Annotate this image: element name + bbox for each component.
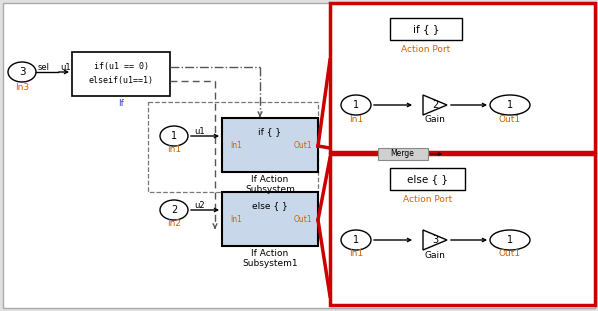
Text: In1: In1 [167,146,181,155]
Text: 2: 2 [432,100,438,110]
Text: u1: u1 [195,128,205,137]
Text: Action Port: Action Port [403,194,452,203]
Text: 1: 1 [353,235,359,245]
Text: if { }: if { } [413,24,440,34]
Text: u1: u1 [60,63,71,72]
FancyBboxPatch shape [390,18,462,40]
Text: 1: 1 [507,100,513,110]
Text: If Action: If Action [251,249,289,258]
FancyBboxPatch shape [378,148,428,160]
Text: If: If [118,100,124,109]
Text: In1: In1 [349,249,363,258]
Ellipse shape [341,95,371,115]
FancyBboxPatch shape [3,3,595,308]
FancyBboxPatch shape [390,168,465,190]
Text: Out1: Out1 [294,216,312,225]
Polygon shape [423,95,447,115]
FancyBboxPatch shape [72,52,170,96]
Text: If Action: If Action [251,175,289,184]
Text: Merge: Merge [390,150,414,159]
FancyBboxPatch shape [330,3,595,152]
Text: else { }: else { } [252,202,288,211]
Text: In2: In2 [167,220,181,229]
Ellipse shape [8,62,36,82]
Ellipse shape [490,230,530,250]
FancyBboxPatch shape [330,154,595,305]
Text: if { }: if { } [258,128,282,137]
Text: 3: 3 [19,67,25,77]
Polygon shape [423,230,447,250]
Text: In1: In1 [230,216,242,225]
Text: In3: In3 [15,82,29,91]
Text: 1: 1 [353,100,359,110]
Ellipse shape [160,126,188,146]
Ellipse shape [160,200,188,220]
Text: In1: In1 [230,142,242,151]
Text: u2: u2 [195,202,205,211]
Text: if(u1 == 0): if(u1 == 0) [93,63,148,72]
Text: Gain: Gain [425,250,446,259]
Text: In1: In1 [349,114,363,123]
Text: 1: 1 [507,235,513,245]
Text: Out1: Out1 [499,114,521,123]
Text: elseif(u1==1): elseif(u1==1) [89,77,154,86]
Text: sel: sel [38,63,50,72]
Text: Out1: Out1 [294,142,312,151]
Text: 3: 3 [432,235,438,245]
Text: Gain: Gain [425,115,446,124]
Text: Subsystem: Subsystem [245,184,295,193]
Text: 1: 1 [171,131,177,141]
Text: Subsystem1: Subsystem1 [242,258,298,267]
Text: Out1: Out1 [499,249,521,258]
Text: else { }: else { } [407,174,448,184]
FancyBboxPatch shape [222,192,318,246]
FancyBboxPatch shape [222,118,318,172]
Text: Action Port: Action Port [401,44,451,53]
Ellipse shape [490,95,530,115]
Ellipse shape [341,230,371,250]
Text: 2: 2 [171,205,177,215]
